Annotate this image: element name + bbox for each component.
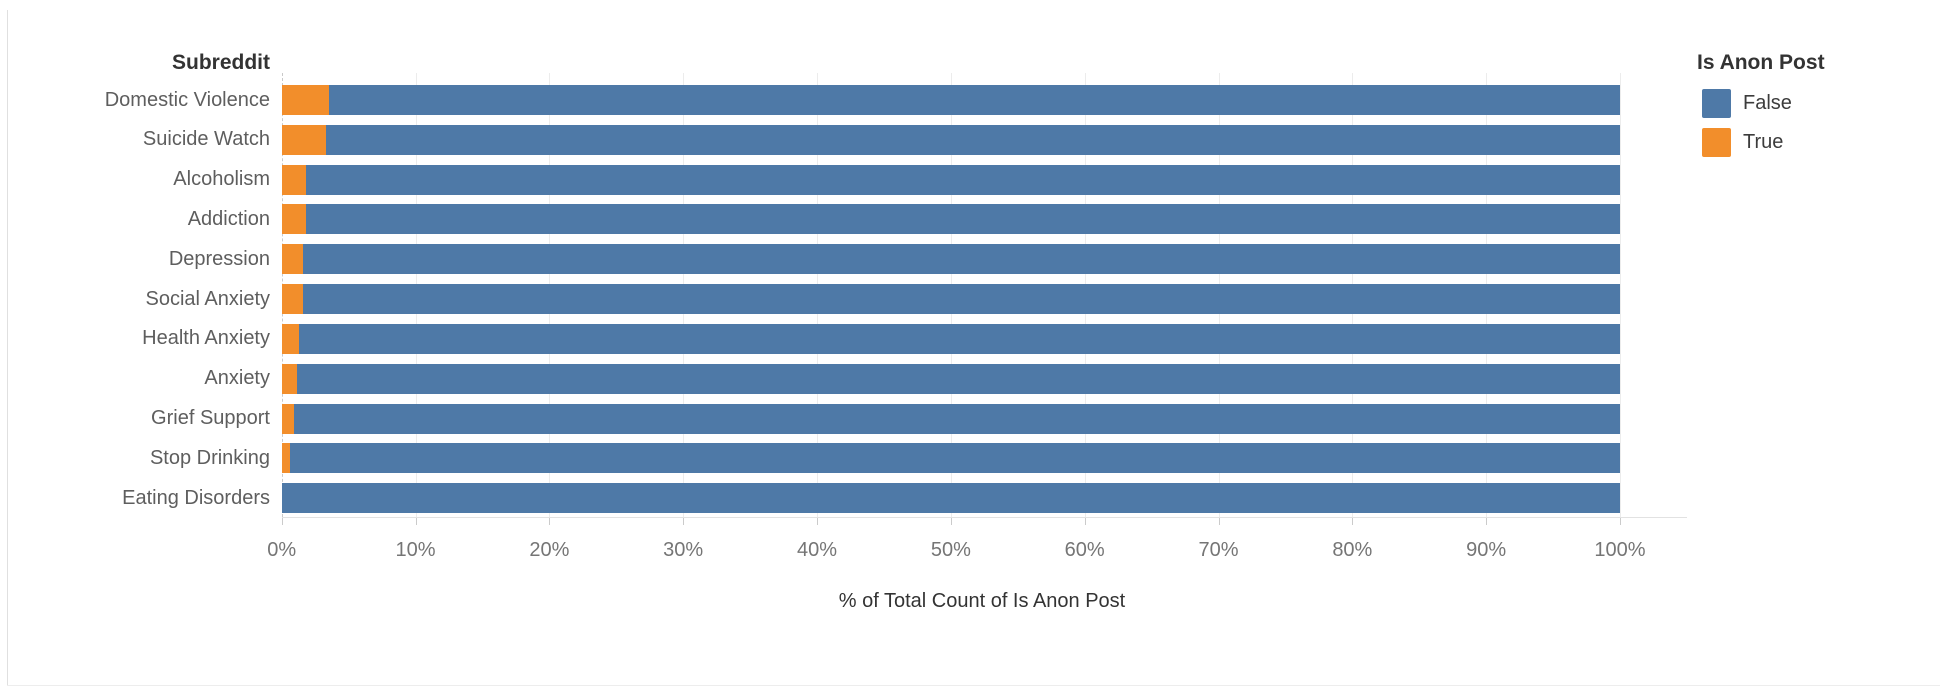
- x-tick-label: 10%: [395, 539, 436, 561]
- x-axis-line: [282, 517, 1687, 518]
- chart-row: Addiction: [0, 200, 1940, 240]
- bar-segment-false[interactable]: [303, 284, 1621, 315]
- x-tick-label: 40%: [797, 539, 838, 561]
- bar-stack: [282, 204, 1621, 235]
- row-label: Suicide Watch: [142, 128, 270, 151]
- legend-item-false[interactable]: False: [1702, 89, 1927, 118]
- x-tick-label: 50%: [930, 539, 971, 561]
- bar-segment-false[interactable]: [296, 363, 1621, 394]
- x-tick-label: 20%: [529, 539, 570, 561]
- bar-segment-true[interactable]: [282, 204, 307, 235]
- x-axis-title: % of Total Count of Is Anon Post: [838, 590, 1126, 612]
- x-tick-label: 60%: [1064, 539, 1105, 561]
- legend-swatch-true-icon: [1702, 128, 1731, 157]
- legend-label-true: True: [1743, 131, 1784, 153]
- row-label: Anxiety: [204, 367, 270, 390]
- bar-segment-true[interactable]: [282, 403, 295, 434]
- tick-mark-40%: [817, 518, 819, 525]
- bar-segment-false[interactable]: [326, 124, 1621, 155]
- bar-segment-true[interactable]: [282, 244, 304, 275]
- tick-mark-90%: [1486, 518, 1488, 525]
- tick-mark-70%: [1218, 518, 1220, 525]
- bar-stack: [282, 164, 1621, 195]
- legend: Is Anon Post False True: [1697, 50, 1927, 167]
- bar-segment-true[interactable]: [282, 164, 307, 195]
- tick-mark-50%: [950, 518, 952, 525]
- legend-item-true[interactable]: True: [1702, 128, 1927, 157]
- chart-row: Depression: [0, 239, 1940, 279]
- tick-mark-80%: [1352, 518, 1354, 525]
- chart-row: Alcoholism: [0, 160, 1940, 200]
- tick-mark-0%: [281, 518, 283, 525]
- x-tick-label: 80%: [1332, 539, 1373, 561]
- gridline-100%: [1620, 73, 1621, 517]
- x-tick-label: 70%: [1198, 539, 1239, 561]
- row-label: Health Anxiety: [142, 327, 270, 350]
- bar-segment-false[interactable]: [299, 323, 1621, 354]
- legend-label-false: False: [1743, 92, 1792, 114]
- x-tick-label: 90%: [1466, 539, 1507, 561]
- x-tick-label: 30%: [663, 539, 704, 561]
- bar-segment-false[interactable]: [306, 164, 1621, 195]
- tick-mark-20%: [549, 518, 551, 525]
- chart-row: Eating Disorders: [0, 478, 1940, 518]
- bar-segment-false[interactable]: [294, 403, 1621, 434]
- bar-segment-true[interactable]: [282, 284, 304, 315]
- row-label: Domestic Violence: [104, 88, 270, 111]
- chart-row: Stop Drinking: [0, 438, 1940, 478]
- bar-stack: [282, 363, 1621, 394]
- bar-segment-false[interactable]: [306, 204, 1621, 235]
- bar-segment-false[interactable]: [328, 85, 1621, 115]
- row-label: Alcoholism: [173, 168, 270, 191]
- bar-segment-false[interactable]: [303, 244, 1621, 275]
- pane-divider: [7, 10, 8, 686]
- bar-segment-true[interactable]: [282, 363, 297, 394]
- chart-row: Health Anxiety: [0, 319, 1940, 359]
- chart-row: Social Anxiety: [0, 279, 1940, 319]
- row-label: Addiction: [187, 207, 270, 230]
- chart-row: Anxiety: [0, 359, 1940, 399]
- bar-segment-true[interactable]: [282, 124, 327, 155]
- bar-segment-false[interactable]: [290, 443, 1621, 474]
- row-label: Eating Disorders: [122, 486, 270, 509]
- row-label: Social Anxiety: [145, 287, 270, 310]
- chart-row: Suicide Watch: [0, 120, 1940, 160]
- bar-stack: [282, 124, 1621, 155]
- bar-segment-false[interactable]: [282, 483, 1621, 514]
- tick-mark-60%: [1084, 518, 1086, 525]
- x-tick-label: 100%: [1594, 539, 1646, 561]
- chart-row: Domestic Violence: [0, 80, 1940, 120]
- bar-stack: [282, 483, 1621, 514]
- bar-stack: [282, 284, 1621, 315]
- tick-mark-10%: [415, 518, 417, 525]
- tick-mark-30%: [683, 518, 685, 525]
- x-tick-label: 0%: [267, 539, 297, 561]
- legend-title: Is Anon Post: [1697, 51, 1825, 74]
- row-label: Stop Drinking: [149, 446, 270, 469]
- row-axis-header: Subreddit: [172, 51, 270, 74]
- bar-segment-true[interactable]: [282, 85, 329, 115]
- legend-swatch-false-icon: [1702, 89, 1731, 118]
- row-label: Grief Support: [151, 407, 270, 430]
- row-label: Depression: [168, 247, 270, 270]
- bar-segment-true[interactable]: [282, 443, 291, 474]
- bar-stack: [282, 403, 1621, 434]
- tick-mark-100%: [1620, 518, 1621, 525]
- bar-segment-true[interactable]: [282, 323, 300, 354]
- chart-row: Grief Support: [0, 399, 1940, 439]
- bar-stack: [282, 323, 1621, 354]
- bar-stack: [282, 85, 1621, 115]
- bar-stack: [282, 443, 1621, 474]
- bar-stack: [282, 244, 1621, 275]
